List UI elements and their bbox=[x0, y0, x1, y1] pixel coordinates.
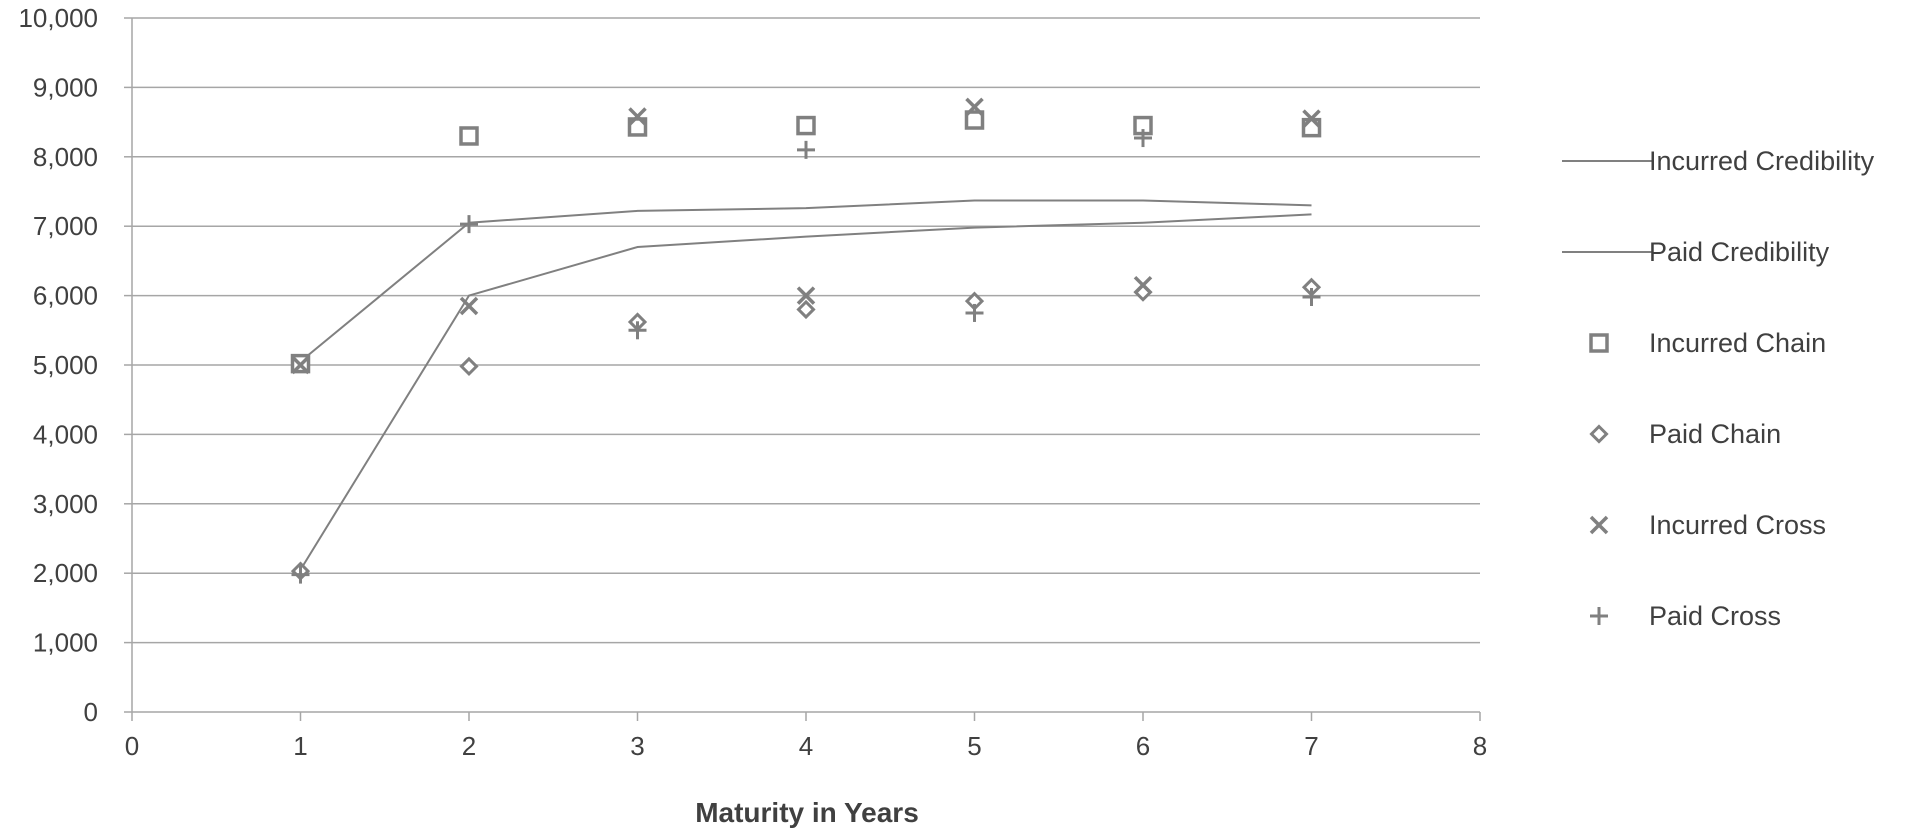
x-tick-label: 6 bbox=[1136, 731, 1150, 761]
legend-label: Paid Credibility bbox=[1649, 237, 1830, 267]
data-point-paid-cross bbox=[628, 321, 647, 340]
y-tick-label: 7,000 bbox=[33, 211, 98, 241]
data-point-incurred-chain bbox=[459, 126, 479, 146]
legend-swatch bbox=[1590, 607, 1608, 625]
legend-swatch bbox=[1589, 333, 1609, 353]
y-tick-label: 5,000 bbox=[33, 350, 98, 380]
series-line-paid-credibility bbox=[299, 213, 1312, 571]
legend-item-paid-chain: Paid Chain bbox=[1589, 419, 1781, 449]
x-tick-label: 2 bbox=[462, 731, 476, 761]
series-paid-cross bbox=[291, 129, 1321, 584]
data-point-incurred-cross bbox=[1302, 109, 1321, 128]
legend-swatch bbox=[1589, 515, 1609, 535]
y-tick-label: 10,000 bbox=[18, 3, 98, 33]
y-tick-label: 9,000 bbox=[33, 72, 98, 102]
data-point-paid-cross bbox=[460, 215, 478, 234]
y-tick-label: 3,000 bbox=[33, 489, 98, 519]
series-incurred-cross bbox=[291, 97, 1321, 375]
data-point-paid-cross bbox=[797, 140, 815, 159]
legend-label: Incurred Chain bbox=[1649, 328, 1826, 358]
legend-label: Incurred Credibility bbox=[1649, 146, 1875, 176]
y-tick-label: 1,000 bbox=[33, 628, 98, 658]
data-point-incurred-cross bbox=[965, 97, 984, 117]
data-point-paid-cross bbox=[1134, 129, 1152, 148]
x-tick-label: 3 bbox=[630, 731, 644, 761]
axes bbox=[124, 17, 1481, 721]
series-incurred-credibility bbox=[299, 199, 1312, 363]
x-tick-label: 7 bbox=[1304, 731, 1318, 761]
data-point-incurred-cross bbox=[796, 286, 816, 305]
y-tick-label: 6,000 bbox=[33, 281, 98, 311]
y-tick-labels: 0 1,000 2,000 3,000 4,000 5,000 6,000 7,000 8,00… bbox=[18, 3, 98, 727]
y-tick-label: 8,000 bbox=[33, 142, 98, 172]
series-paid-chain bbox=[290, 277, 1322, 581]
x-tick-label: 5 bbox=[967, 731, 981, 761]
legend-label: Paid Cross bbox=[1649, 601, 1781, 631]
data-point-paid-chain bbox=[459, 356, 479, 377]
x-tick-label: 8 bbox=[1473, 731, 1487, 761]
x-tick-labels: 0 1 2 3 4 5 6 7 8 bbox=[125, 731, 1487, 761]
series-paid-credibility bbox=[299, 213, 1312, 571]
data-point-incurred-cross bbox=[291, 355, 310, 375]
data-point-incurred-cross bbox=[628, 107, 647, 126]
data-point-paid-chain bbox=[796, 299, 816, 320]
legend-label: Paid Chain bbox=[1649, 419, 1781, 449]
plot-area bbox=[290, 97, 1322, 584]
legend-item-incurred-chain: Incurred Chain bbox=[1589, 328, 1826, 358]
legend: Incurred Credibility Paid Credibility Incu… bbox=[1562, 146, 1875, 631]
data-point-incurred-cross bbox=[459, 296, 479, 316]
legend-item-incurred-cross: Incurred Cross bbox=[1589, 510, 1826, 540]
legend-item-paid-cross: Paid Cross bbox=[1590, 601, 1781, 631]
x-tick-label: 1 bbox=[293, 731, 307, 761]
data-point-incurred-chain bbox=[964, 110, 985, 130]
series-line-incurred-credibility bbox=[299, 199, 1312, 363]
x-tick-label: 0 bbox=[125, 731, 139, 761]
legend-item-incurred-credibility: Incurred Credibility bbox=[1562, 146, 1875, 176]
y-tick-label: 4,000 bbox=[33, 419, 98, 449]
x-axis-title: Maturity in Years bbox=[695, 797, 919, 828]
data-point-incurred-chain bbox=[796, 115, 816, 136]
x-tick-label: 4 bbox=[799, 731, 813, 761]
data-point-paid-cross bbox=[1302, 287, 1321, 306]
data-point-paid-cross bbox=[291, 565, 310, 584]
legend-item-paid-credibility: Paid Credibility bbox=[1562, 237, 1830, 267]
legend-label: Incurred Cross bbox=[1649, 510, 1826, 540]
legend-swatch bbox=[1589, 424, 1609, 444]
y-tick-label: 0 bbox=[84, 697, 98, 727]
data-point-incurred-cross bbox=[1133, 275, 1153, 295]
data-point-paid-cross bbox=[965, 303, 984, 322]
y-tick-label: 2,000 bbox=[33, 558, 98, 588]
grid-lines bbox=[132, 17, 1480, 644]
